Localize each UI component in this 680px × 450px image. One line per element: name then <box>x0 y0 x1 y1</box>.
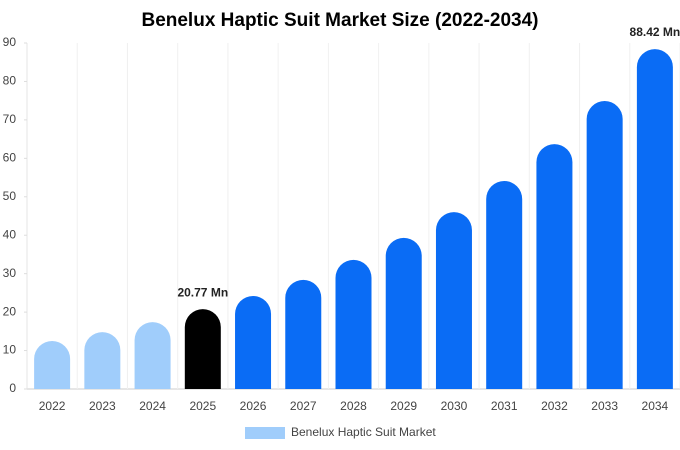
y-tick-label: 40 <box>3 227 17 241</box>
bar <box>486 181 523 389</box>
x-tick-label: 2025 <box>189 399 216 413</box>
legend-label: Benelux Haptic Suit Market <box>291 425 436 439</box>
bar <box>285 279 322 389</box>
x-tick-label: 2032 <box>541 399 568 413</box>
bar <box>134 322 171 389</box>
x-tick-label: 2031 <box>491 399 518 413</box>
bar <box>235 295 272 389</box>
y-tick-label: 80 <box>3 74 17 88</box>
x-tick-label: 2030 <box>441 399 468 413</box>
y-tick-label: 60 <box>3 151 17 165</box>
value-label: 20.77 Mn <box>177 285 228 299</box>
bar <box>536 144 573 389</box>
x-tick-label: 2027 <box>290 399 317 413</box>
bar <box>184 309 221 389</box>
y-tick-label: 70 <box>3 112 17 126</box>
bar <box>636 49 673 389</box>
bar <box>335 259 372 389</box>
x-tick-label: 2024 <box>139 399 166 413</box>
y-tick-label: 0 <box>9 381 16 395</box>
x-tick-label: 2028 <box>340 399 367 413</box>
y-tick-label: 20 <box>3 304 17 318</box>
bar <box>84 332 121 389</box>
y-tick-label: 90 <box>3 35 17 49</box>
x-tick-label: 2022 <box>39 399 66 413</box>
bar <box>435 212 472 389</box>
bar <box>385 237 422 389</box>
x-tick-label: 2029 <box>390 399 417 413</box>
bar <box>34 340 71 389</box>
y-tick-label: 50 <box>3 189 17 203</box>
x-tick-label: 2033 <box>591 399 618 413</box>
y-tick-label: 10 <box>3 343 17 357</box>
x-tick-label: 2023 <box>89 399 116 413</box>
value-label: 88.42 Mn <box>630 25 680 39</box>
bar <box>586 101 623 389</box>
chart-title: Benelux Haptic Suit Market Size (2022-20… <box>141 10 538 31</box>
x-tick-label: 2034 <box>642 399 669 413</box>
x-tick-label: 2026 <box>240 399 267 413</box>
y-tick-label: 30 <box>3 266 17 280</box>
legend-swatch <box>245 427 285 439</box>
